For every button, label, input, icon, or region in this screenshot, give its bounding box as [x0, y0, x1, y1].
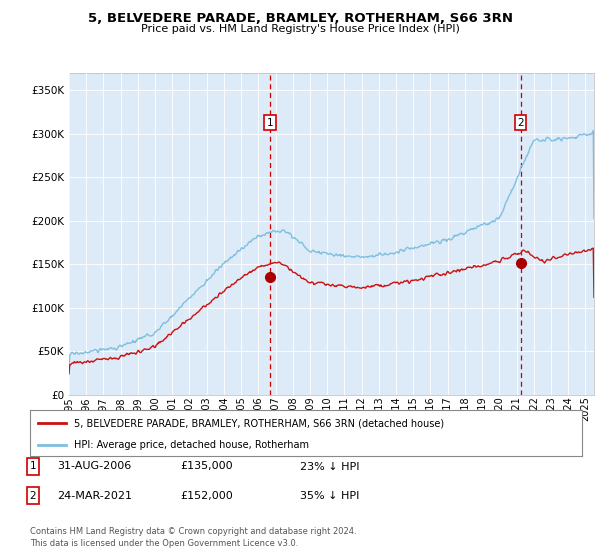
Text: 5, BELVEDERE PARADE, BRAMLEY, ROTHERHAM, S66 3RN (detached house): 5, BELVEDERE PARADE, BRAMLEY, ROTHERHAM,… [74, 418, 444, 428]
Text: £135,000: £135,000 [180, 461, 233, 472]
Text: 2: 2 [517, 118, 524, 128]
Text: 1: 1 [29, 461, 37, 472]
Text: 1: 1 [266, 118, 273, 128]
Text: 2: 2 [29, 491, 37, 501]
Text: 5, BELVEDERE PARADE, BRAMLEY, ROTHERHAM, S66 3RN: 5, BELVEDERE PARADE, BRAMLEY, ROTHERHAM,… [88, 12, 512, 25]
Text: 35% ↓ HPI: 35% ↓ HPI [300, 491, 359, 501]
Text: 31-AUG-2006: 31-AUG-2006 [57, 461, 131, 472]
Text: £152,000: £152,000 [180, 491, 233, 501]
Text: HPI: Average price, detached house, Rotherham: HPI: Average price, detached house, Roth… [74, 440, 309, 450]
Text: Price paid vs. HM Land Registry's House Price Index (HPI): Price paid vs. HM Land Registry's House … [140, 24, 460, 34]
Text: 23% ↓ HPI: 23% ↓ HPI [300, 461, 359, 472]
Text: Contains HM Land Registry data © Crown copyright and database right 2024.
This d: Contains HM Land Registry data © Crown c… [30, 527, 356, 548]
Text: 24-MAR-2021: 24-MAR-2021 [57, 491, 132, 501]
